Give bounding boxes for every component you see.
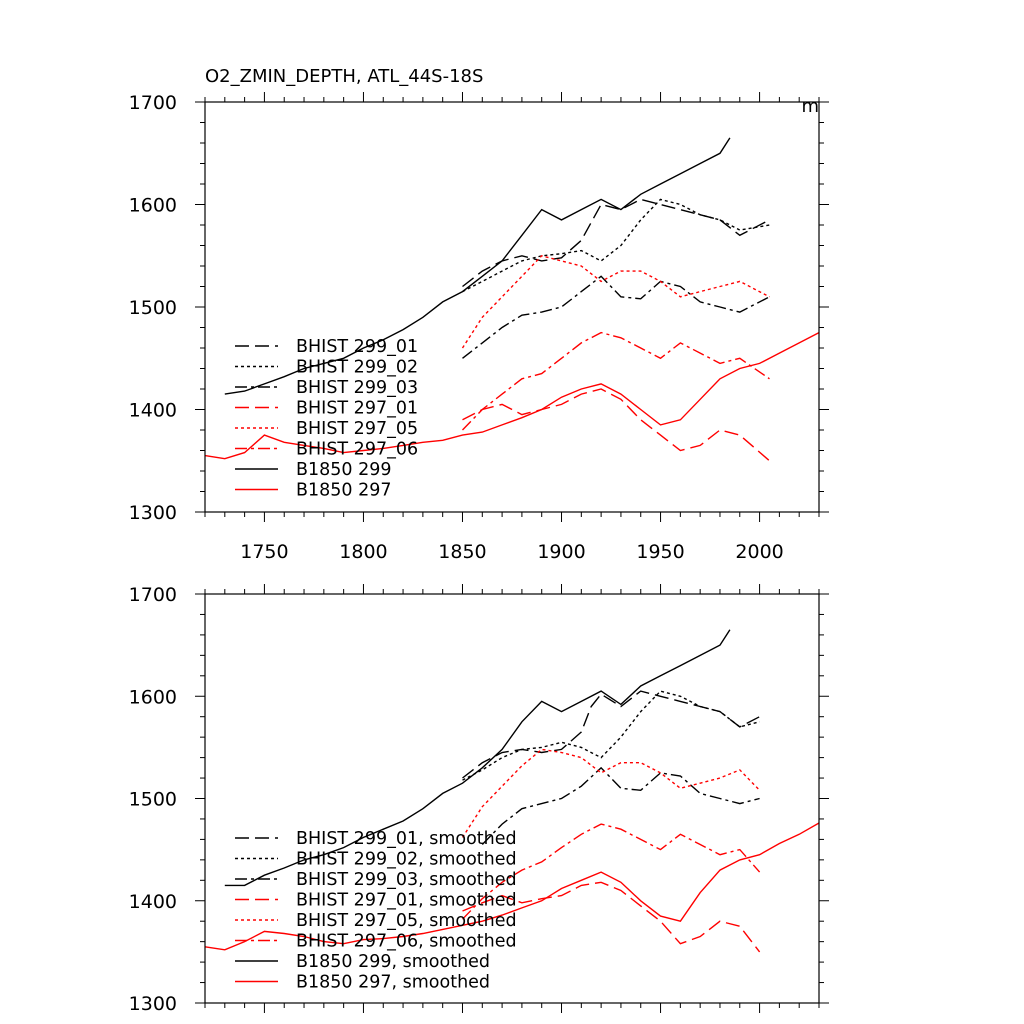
- top-x-tick-label: 2000: [735, 541, 783, 563]
- bottom-legend-label-2: BHIST 299_03, smoothed: [296, 870, 517, 890]
- top-series-line-4: [461, 255, 770, 349]
- bottom-legend-label-6: B1850 299, smoothed: [296, 952, 490, 972]
- top-y-tick-label: 1500: [129, 297, 177, 319]
- top-legend-label-0: BHIST 299_01: [296, 337, 418, 357]
- bottom-series-line-5: [461, 823, 761, 920]
- bottom-series-line-6: [224, 629, 731, 887]
- top-legend-label-5: BHIST 297_06: [296, 440, 418, 460]
- top-series-line-2: [462, 275, 770, 359]
- top-plot-frame: [204, 101, 820, 513]
- top-series-line-1: [462, 198, 770, 293]
- bottom-y-tick-label: 1400: [129, 891, 177, 913]
- top-x-tick-label: 1800: [339, 541, 387, 563]
- top-y-tick-label: 1700: [129, 92, 177, 114]
- bottom-legend-label-7: B1850 297, smoothed: [296, 973, 490, 993]
- top-x-tick-label: 1850: [438, 541, 486, 563]
- top-legend-label-2: BHIST 299_03: [296, 378, 418, 398]
- top-legend-label-7: B1850 297: [296, 481, 392, 501]
- top-series-line-3: [462, 388, 770, 462]
- bottom-y-tick-label: 1700: [129, 584, 177, 606]
- bottom-series-line-2: [481, 766, 760, 845]
- bottom-ticks-layer: 1300 1400 1500 1600 1700: [129, 584, 829, 1015]
- top-legend-label-4: BHIST 297_05: [296, 419, 418, 439]
- top-x-tick-label: 1750: [240, 541, 288, 563]
- top-ticks-layer: 1300 1400 1500 1600 1700 1750 1800 1850 1900 1950…: [129, 92, 829, 563]
- top-x-tick-label: 1950: [636, 541, 684, 563]
- bottom-y-tick-label: 1600: [129, 686, 177, 708]
- bottom-series-line-4: [461, 748, 761, 838]
- top-series-layer: [204, 137, 820, 462]
- bottom-legend-label-5: BHIST 297_06, smoothed: [296, 932, 517, 952]
- bottom-y-tick-label: 1300: [129, 993, 177, 1015]
- top-x-tick-label: 1900: [537, 541, 585, 563]
- top-legend-label-3: BHIST 297_01: [296, 399, 418, 419]
- top-y-tick-label: 1300: [129, 502, 177, 524]
- bottom-y-tick-label: 1500: [129, 789, 177, 811]
- bottom-panel: 1300 1400 1500 1600 1700 BHIST 299_01, smoot…: [129, 584, 829, 1015]
- top-series-line-7: [204, 331, 820, 460]
- bottom-series-layer: [204, 629, 820, 953]
- bottom-legend-label-4: BHIST 297_05, smoothed: [296, 911, 517, 931]
- bottom-legend-label-1: BHIST 299_02, smoothed: [296, 850, 517, 870]
- units-label: m: [801, 96, 819, 117]
- top-y-tick-label: 1400: [129, 400, 177, 422]
- bottom-plot-frame: [204, 593, 820, 1004]
- bottom-series-line-7: [204, 822, 820, 951]
- bottom-legend-label-0: BHIST 299_01, smoothed: [296, 829, 517, 849]
- top-y-tick-label: 1600: [129, 195, 177, 217]
- bottom-series-line-1: [462, 690, 760, 781]
- top-legend-label-1: BHIST 299_02: [296, 358, 418, 378]
- top-series-line-6: [224, 137, 731, 395]
- top-legend-label-6: B1850 299: [296, 460, 392, 480]
- bottom-series-line-3: [462, 881, 761, 953]
- bottom-legend-label-3: BHIST 297_01, smoothed: [296, 891, 517, 911]
- top-panel: O2_ZMIN_DEPTH, ATL_44S-18S m 1300 1400 150…: [129, 66, 829, 563]
- top-panel-title: O2_ZMIN_DEPTH, ATL_44S-18S: [205, 66, 483, 87]
